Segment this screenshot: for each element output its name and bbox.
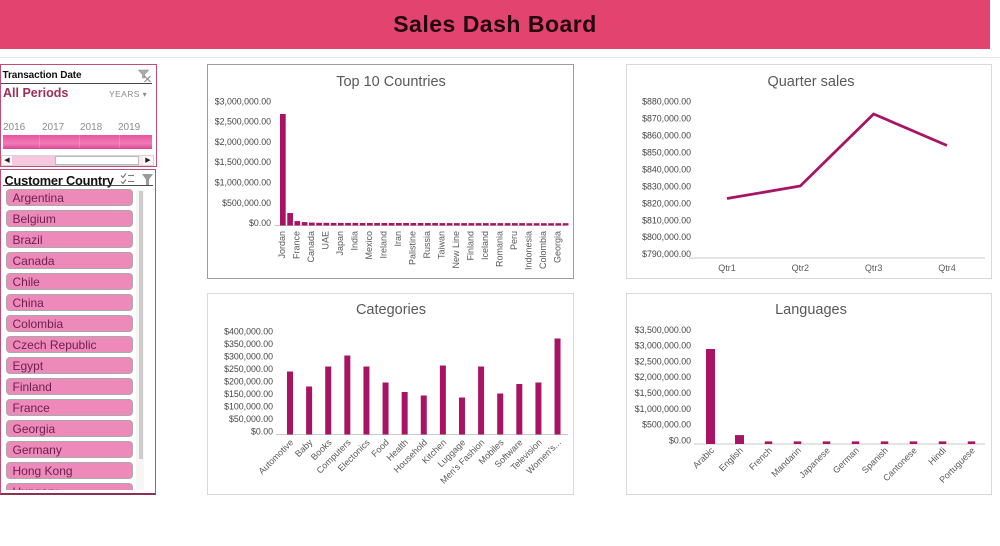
- svg-text:Canada: Canada: [306, 231, 316, 263]
- svg-text:Japanese: Japanese: [797, 445, 832, 480]
- svg-text:$3,500,000.00: $3,500,000.00: [635, 325, 691, 335]
- svg-text:$1,000,000.00: $1,000,000.00: [635, 404, 691, 414]
- svg-text:New Line: New Line: [451, 231, 461, 269]
- svg-text:$150,000.00: $150,000.00: [224, 389, 273, 399]
- svg-text:$2,500,000.00: $2,500,000.00: [215, 117, 271, 127]
- svg-text:Peru: Peru: [509, 231, 519, 250]
- svg-text:$50,000.00: $50,000.00: [229, 414, 273, 424]
- svg-text:$0.00: $0.00: [249, 218, 271, 228]
- svg-text:$3,000,000.00: $3,000,000.00: [215, 96, 271, 106]
- svg-text:Ireland: Ireland: [379, 231, 389, 259]
- svg-text:Languages: Languages: [775, 302, 847, 318]
- svg-text:French: French: [747, 445, 774, 472]
- svg-text:Iceland: Iceland: [480, 231, 490, 260]
- svg-text:France: France: [292, 231, 302, 259]
- svg-text:Automotive: Automotive: [257, 437, 296, 476]
- svg-text:Top 10 Countries: Top 10 Countries: [336, 74, 446, 90]
- svg-text:UAE: UAE: [321, 231, 331, 250]
- svg-text:Iran: Iran: [393, 231, 403, 247]
- svg-text:$1,000,000.00: $1,000,000.00: [215, 178, 271, 188]
- svg-text:$820,000.00: $820,000.00: [642, 198, 691, 208]
- svg-text:English: English: [717, 445, 745, 473]
- svg-text:$0.00: $0.00: [251, 426, 273, 436]
- svg-text:Finland: Finland: [466, 231, 476, 261]
- svg-text:$200,000.00: $200,000.00: [224, 376, 273, 386]
- svg-text:$100,000.00: $100,000.00: [224, 401, 273, 411]
- svg-text:Jordan: Jordan: [277, 231, 287, 259]
- svg-text:Mexico: Mexico: [364, 231, 374, 260]
- svg-text:$2,000,000.00: $2,000,000.00: [635, 372, 691, 382]
- svg-text:$500,000.00: $500,000.00: [642, 420, 691, 430]
- svg-text:$0.00: $0.00: [669, 435, 691, 445]
- svg-text:$3,000,000.00: $3,000,000.00: [635, 341, 691, 351]
- svg-text:$860,000.00: $860,000.00: [642, 131, 691, 141]
- svg-text:$850,000.00: $850,000.00: [642, 147, 691, 157]
- svg-text:Russia: Russia: [422, 231, 432, 259]
- svg-text:$250,000.00: $250,000.00: [224, 364, 273, 374]
- svg-text:$1,500,000.00: $1,500,000.00: [635, 388, 691, 398]
- svg-text:$870,000.00: $870,000.00: [642, 114, 691, 124]
- svg-text:Colombia: Colombia: [538, 231, 548, 269]
- svg-text:Hindi: Hindi: [926, 445, 948, 467]
- svg-text:Qtr2: Qtr2: [792, 263, 810, 273]
- svg-text:$800,000.00: $800,000.00: [642, 232, 691, 242]
- svg-text:Japan: Japan: [335, 231, 345, 256]
- svg-text:$400,000.00: $400,000.00: [224, 326, 273, 336]
- svg-text:Arabic: Arabic: [691, 445, 716, 470]
- svg-text:$500,000.00: $500,000.00: [222, 198, 271, 208]
- svg-text:$350,000.00: $350,000.00: [224, 339, 273, 349]
- svg-text:Taiwan: Taiwan: [437, 231, 447, 259]
- svg-text:$300,000.00: $300,000.00: [224, 351, 273, 361]
- svg-text:$830,000.00: $830,000.00: [642, 181, 691, 191]
- svg-text:$1,500,000.00: $1,500,000.00: [215, 157, 271, 167]
- svg-text:Qtr1: Qtr1: [718, 263, 736, 273]
- svg-text:India: India: [350, 231, 360, 251]
- svg-text:$2,500,000.00: $2,500,000.00: [635, 356, 691, 366]
- svg-text:$2,000,000.00: $2,000,000.00: [215, 137, 271, 147]
- svg-text:$840,000.00: $840,000.00: [642, 164, 691, 174]
- svg-text:$810,000.00: $810,000.00: [642, 215, 691, 225]
- svg-text:$790,000.00: $790,000.00: [642, 249, 691, 259]
- svg-text:German: German: [831, 445, 861, 475]
- svg-text:Indonesia: Indonesia: [524, 231, 534, 270]
- svg-text:Georgia: Georgia: [553, 231, 563, 263]
- svg-text:Palistine: Palistine: [408, 231, 418, 265]
- svg-text:Quarter sales: Quarter sales: [767, 74, 854, 90]
- svg-text:$880,000.00: $880,000.00: [642, 97, 691, 107]
- svg-text:Qtr4: Qtr4: [938, 263, 956, 273]
- svg-text:Qtr3: Qtr3: [865, 263, 883, 273]
- svg-text:Categories: Categories: [356, 302, 426, 318]
- svg-text:Romania: Romania: [495, 231, 505, 267]
